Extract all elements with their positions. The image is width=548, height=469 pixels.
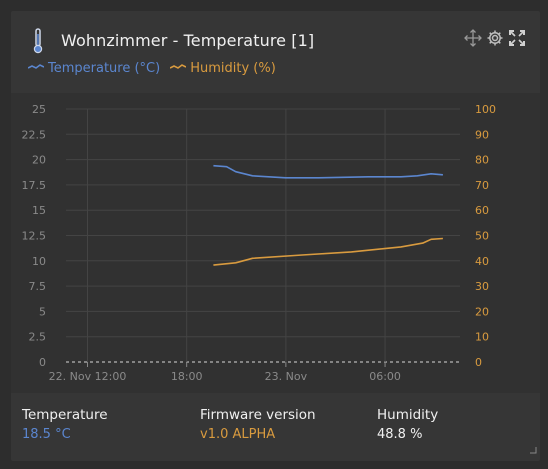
y-right-tick-label: 60 [475,204,489,217]
line-chart: 0 2.5 5 7.5 10 12.5 15 17.5 20 22.5 25 0 10 20 30 40 50 6… [22,103,497,383]
legend-line-temperature [27,61,45,76]
y-left-tick-label: 25 [32,103,46,116]
y-right-tick-label: 50 [475,230,489,243]
stat-firmware-label: Firmware version [200,407,316,423]
stat-temperature-label: Temperature [22,407,108,423]
x-tick-label: 23. Nov [265,370,308,383]
stat-humidity-value: 48.8 % [377,427,423,442]
legend-item-temperature[interactable]: Temperature (°C) [27,61,161,76]
y-right-tick-label: 30 [475,280,489,293]
y-left-tick-label: 0 [39,356,46,369]
widget-title: Wohnzimmer - Temperature [1] [61,31,315,50]
fullscreen-icon[interactable] [508,29,526,47]
resize-handle-icon[interactable] [529,439,537,458]
y-right-tick-label: 100 [475,103,496,116]
stat-temperature: Temperature 18.5 °C [22,407,108,442]
y-right-tick-label: 70 [475,179,489,192]
y-left-tick-label: 15 [32,204,46,217]
chart-legend: Temperature (°C) Humidity (%) [27,61,276,76]
legend-item-humidity[interactable]: Humidity (%) [169,61,276,76]
y-left-tick-label: 20 [32,154,46,167]
plot-background [11,93,540,393]
y-left-tick-label: 2.5 [29,331,47,344]
stat-humidity: Humidity 48.8 % [377,407,438,442]
y-right-tick-label: 20 [475,305,489,318]
x-tick-label: 22. Nov 12:00 [49,370,127,383]
y-right-tick-label: 80 [475,154,489,167]
stat-humidity-label: Humidity [377,407,439,423]
x-tick-label: 18:00 [171,370,203,383]
y-left-tick-label: 10 [32,255,46,268]
series-line-temperature [213,164,443,179]
move-icon[interactable] [464,29,482,47]
stat-firmware: Firmware version v1.0 ALPHA [200,407,316,442]
y-right-tick-label: 0 [475,356,482,369]
stat-temperature-value: 18.5 °C [22,427,71,442]
y-right-tick-label: 40 [475,255,489,268]
series-line-humidity [213,237,443,266]
y-left-tick-label: 12.5 [22,230,47,243]
legend-label-humidity: Humidity (%) [190,61,276,76]
y-right-tick-label: 10 [475,331,489,344]
y-left-tick-label: 5 [39,305,46,318]
y-left-tick-label: 22.5 [22,128,47,141]
y-right-tick-label: 90 [475,128,489,141]
x-tick-label: 06:00 [369,370,401,383]
y-left-tick-label: 17.5 [22,179,47,192]
gear-icon[interactable] [486,29,504,47]
thermometer-icon [31,28,45,58]
stat-firmware-value: v1.0 ALPHA [200,427,276,442]
y-left-tick-label: 7.5 [29,280,47,293]
chart-widget: Wohnzimmer - Temperature [1] [11,11,540,461]
legend-line-humidity [169,61,187,76]
legend-label-temperature: Temperature (°C) [48,61,161,76]
